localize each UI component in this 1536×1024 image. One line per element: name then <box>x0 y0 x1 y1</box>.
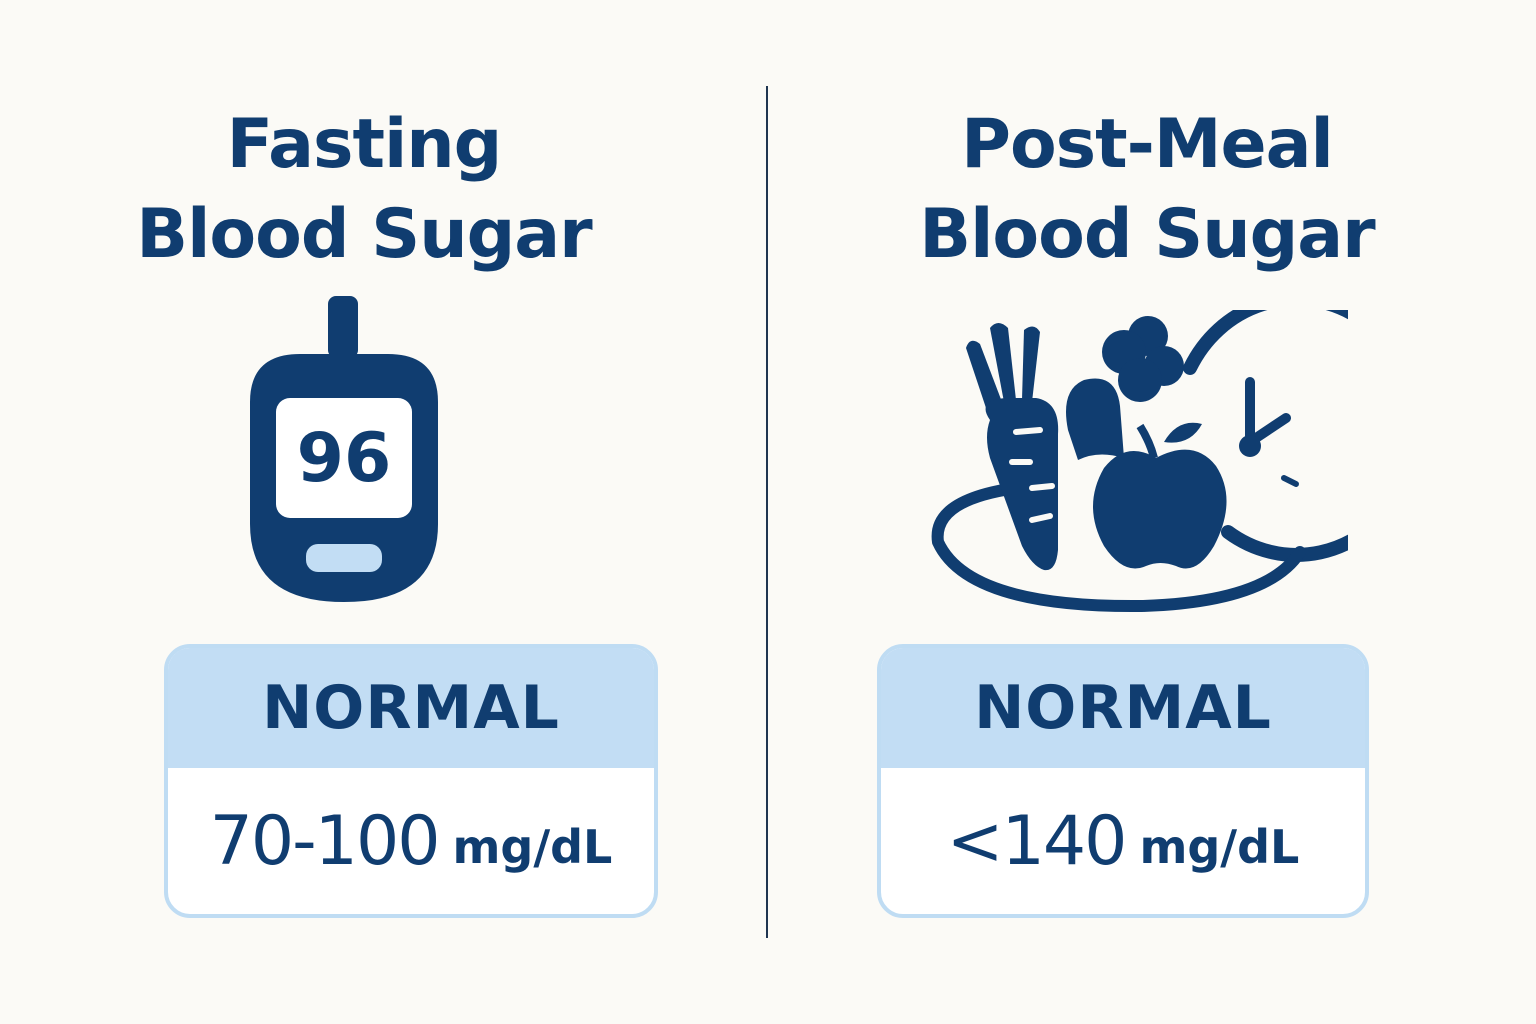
post-meal-title: Post-Meal Blood Sugar <box>763 100 1531 280</box>
fasting-range-value: 70-100 <box>209 801 441 881</box>
fasting-range: 70-100 mg/dL <box>168 768 654 914</box>
fasting-title: Fasting Blood Sugar <box>0 100 748 280</box>
meter-reading: 96 <box>296 418 392 498</box>
post-meal-title-line1: Post-Meal <box>961 105 1334 184</box>
glucose-meter-icon: 96 <box>244 292 444 608</box>
post-meal-status: NORMAL <box>881 648 1365 768</box>
post-meal-range: <140 mg/dL <box>881 768 1365 914</box>
meal-with-clock-icon <box>928 291 1424 620</box>
post-meal-range-card: NORMAL <140 mg/dL <box>877 644 1369 918</box>
post-meal-range-unit: mg/dL <box>1139 820 1300 874</box>
fasting-status: NORMAL <box>168 648 654 768</box>
post-meal-panel: Post-Meal Blood Sugar <box>768 0 1536 1024</box>
panel-divider <box>766 86 768 938</box>
fasting-panel: Fasting Blood Sugar 96 NORMAL 70-100 mg/… <box>0 100 748 918</box>
post-meal-title-line2: Blood Sugar <box>919 195 1375 274</box>
fasting-range-card: NORMAL 70-100 mg/dL <box>164 644 658 918</box>
fasting-range-unit: mg/dL <box>452 820 613 874</box>
fasting-title-line2: Blood Sugar <box>136 195 592 274</box>
post-meal-range-value: <140 <box>946 801 1128 881</box>
fasting-title-line1: Fasting <box>226 105 503 184</box>
